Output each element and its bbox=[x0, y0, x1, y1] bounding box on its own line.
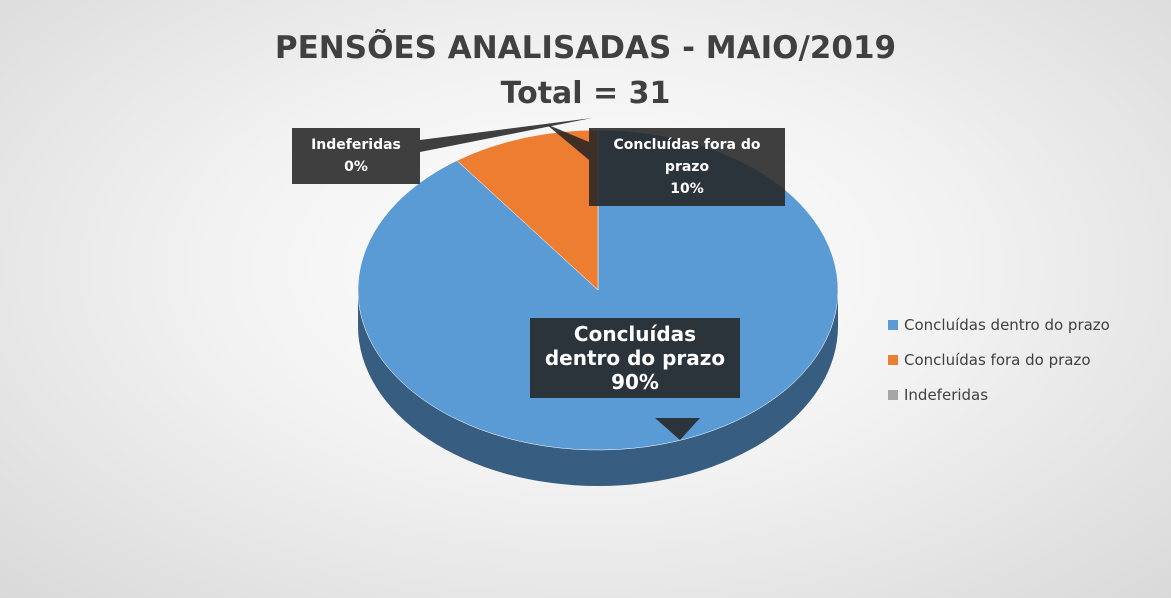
callout-pointer bbox=[420, 118, 592, 152]
legend-swatch bbox=[888, 320, 898, 330]
legend-item: Concluídas dentro do prazo bbox=[888, 316, 1110, 334]
data-label: Concluídas dentro do prazo 90% bbox=[530, 318, 740, 398]
label-category: Indeferidas bbox=[311, 137, 401, 153]
legend-label: Concluídas dentro do prazo bbox=[904, 316, 1110, 334]
label-value: 10% bbox=[670, 181, 704, 197]
legend-swatch bbox=[888, 355, 898, 365]
legend-item: Concluídas fora do prazo bbox=[888, 351, 1091, 369]
callout-pointer bbox=[546, 124, 589, 160]
label-category: Concluídas fora do prazo bbox=[613, 137, 761, 175]
pie-side bbox=[358, 290, 838, 486]
label-value: 90% bbox=[611, 370, 659, 394]
callout-pointer bbox=[655, 418, 700, 440]
legend-label: Concluídas fora do prazo bbox=[904, 351, 1091, 369]
data-label: Concluídas fora do prazo 10% bbox=[589, 128, 785, 206]
legend-label: Indeferidas bbox=[904, 386, 989, 404]
legend-item: Indeferidas bbox=[888, 386, 988, 404]
label-category: Concluídas dentro do prazo bbox=[544, 322, 726, 370]
legend-swatch bbox=[888, 390, 898, 400]
chart-subtitle: Total = 31 bbox=[500, 76, 671, 111]
chart-title: PENSÕES ANALISADAS - MAIO/2019 bbox=[274, 30, 897, 66]
data-label: Indeferidas 0% bbox=[292, 128, 420, 184]
label-value: 0% bbox=[344, 159, 368, 175]
